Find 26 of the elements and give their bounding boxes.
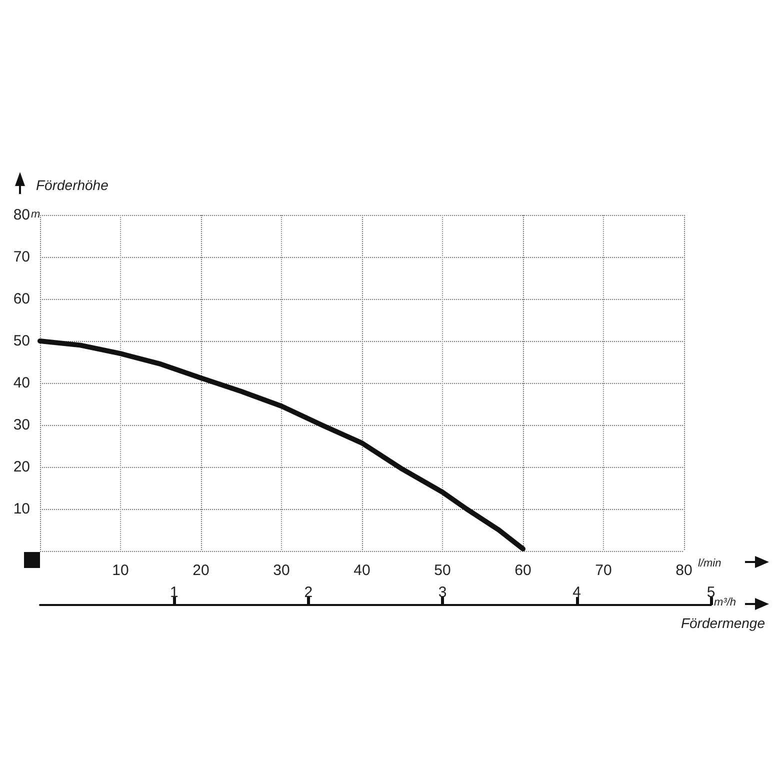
x2-tick-label: 5 bbox=[706, 584, 716, 601]
x-tick-label: 80 bbox=[676, 562, 692, 579]
text: l/min bbox=[698, 558, 722, 570]
x-tick-label: 40 bbox=[354, 562, 370, 579]
x-tick-label: 70 bbox=[595, 562, 612, 579]
x2-tick-label: 1 bbox=[170, 584, 178, 601]
text: m³/h bbox=[714, 596, 736, 608]
x2-tick-label: 3 bbox=[438, 584, 447, 601]
y-tick-label: 20 bbox=[13, 458, 30, 476]
annotation: m bbox=[31, 208, 40, 220]
y-tick-label: 80 bbox=[13, 206, 30, 224]
x-tick-label: 30 bbox=[273, 562, 290, 579]
x2-tick-label: 2 bbox=[304, 584, 313, 601]
x-tick-label: 20 bbox=[192, 562, 210, 579]
x-axis-title: Fördermenge bbox=[680, 615, 766, 631]
y-tick-label: 50 bbox=[13, 332, 30, 350]
y-tick-label: 10 bbox=[13, 500, 30, 518]
x-tick-label: 60 bbox=[514, 562, 532, 579]
y-tick-label: 40 bbox=[13, 374, 30, 392]
x-tick-label: 10 bbox=[112, 562, 129, 579]
x2-tick-label: 4 bbox=[572, 584, 581, 601]
x-tick-label: 50 bbox=[434, 562, 451, 579]
y-tick-label: 70 bbox=[13, 248, 30, 266]
y-tick-label: 30 bbox=[13, 416, 30, 434]
y-tick-label: 60 bbox=[13, 290, 30, 308]
y-axis-title: Förderhöhe bbox=[36, 177, 109, 193]
